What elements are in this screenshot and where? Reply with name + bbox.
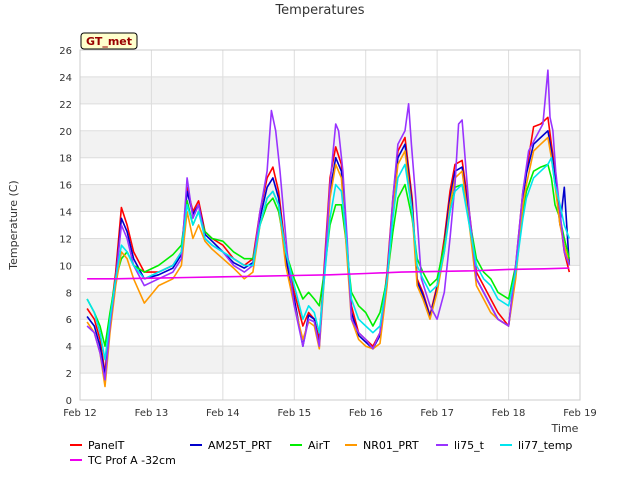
legend-swatch xyxy=(70,459,82,461)
site-badge: GT_met xyxy=(80,32,138,50)
y-tick-label: 4 xyxy=(66,342,72,353)
legend-swatch xyxy=(345,444,357,446)
y-tick-label: 16 xyxy=(59,181,72,192)
legend-swatch xyxy=(290,444,302,446)
y-tick-label: 22 xyxy=(59,100,72,111)
x-tick-label: Feb 17 xyxy=(420,408,454,419)
x-axis-label: Time xyxy=(551,422,579,435)
x-tick-label: Feb 16 xyxy=(349,408,383,419)
series-lines xyxy=(86,69,571,388)
y-tick-label: 10 xyxy=(59,261,72,272)
legend-item-am25t-prt: AM25T_PRT xyxy=(190,437,271,453)
legend-item-li75-t: li75_t xyxy=(436,437,484,453)
background-band xyxy=(80,346,580,374)
y-tick-label: 0 xyxy=(66,396,72,407)
background-band xyxy=(80,373,580,400)
background-band xyxy=(80,238,580,266)
legend-label: NR01_PRT xyxy=(363,438,419,452)
y-tick-label: 12 xyxy=(59,234,72,245)
background-band xyxy=(80,76,580,104)
legend-label: li77_temp xyxy=(518,438,573,452)
series-line-li75-t xyxy=(86,69,571,381)
chart-title: Temperatures xyxy=(274,3,364,18)
y-tick-label: 8 xyxy=(66,288,72,299)
legend-label: PanelT xyxy=(88,438,125,452)
x-tick-label: Feb 15 xyxy=(277,408,311,419)
y-tick-label: 14 xyxy=(59,208,72,219)
x-tick-label: Feb 13 xyxy=(135,408,169,419)
background-band xyxy=(80,103,580,131)
legend-swatch xyxy=(70,444,82,446)
legend-label: AM25T_PRT xyxy=(208,438,272,452)
legend-item-li77-temp: li77_temp xyxy=(500,437,572,453)
background-band xyxy=(80,50,580,77)
series-line-li77-temp xyxy=(86,156,571,361)
site-badge-label: GT_met xyxy=(86,35,132,48)
series-line-airt xyxy=(86,163,571,348)
y-tick-label: 24 xyxy=(59,73,72,84)
y-tick-label: 6 xyxy=(66,315,72,326)
plot-area xyxy=(79,49,581,401)
legend-label: AirT xyxy=(308,438,330,452)
legend-row-1: PanelT AM25T_PRT AirT NR01_PRT li75_t li… xyxy=(0,437,640,453)
y-tick-label: 26 xyxy=(59,46,72,57)
x-axis-ticks: Feb 12 Feb 13 Feb 14 Feb 15 Feb 16 Feb 17 Feb … xyxy=(63,408,597,419)
legend-label: TC Prof A -32cm xyxy=(88,453,176,467)
y-tick-label: 20 xyxy=(59,127,72,138)
legend-item-panelt: PanelT xyxy=(70,437,124,453)
background-band xyxy=(80,130,580,158)
legend-row-2: TC Prof A -32cm xyxy=(0,452,640,468)
x-tick-label: Feb 19 xyxy=(563,408,597,419)
series-line-tc-prof-a-32cm xyxy=(87,267,570,280)
legend-item-airt: AirT xyxy=(290,437,330,453)
y-axis-label: Temperature (C) xyxy=(7,180,20,270)
legend-item-nr01-prt: NR01_PRT xyxy=(345,437,419,453)
legend-item-tc-prof: TC Prof A -32cm xyxy=(70,452,176,468)
legend-label: li75_t xyxy=(454,438,484,452)
x-tick-label: Feb 12 xyxy=(63,408,97,419)
x-tick-label: Feb 18 xyxy=(492,408,526,419)
y-tick-label: 2 xyxy=(66,369,72,380)
legend-swatch xyxy=(190,444,202,446)
legend-swatch xyxy=(436,444,448,446)
background-band xyxy=(80,319,580,347)
y-tick-label: 18 xyxy=(59,154,72,165)
legend-swatch xyxy=(500,444,512,446)
x-tick-label: Feb 14 xyxy=(206,408,240,419)
